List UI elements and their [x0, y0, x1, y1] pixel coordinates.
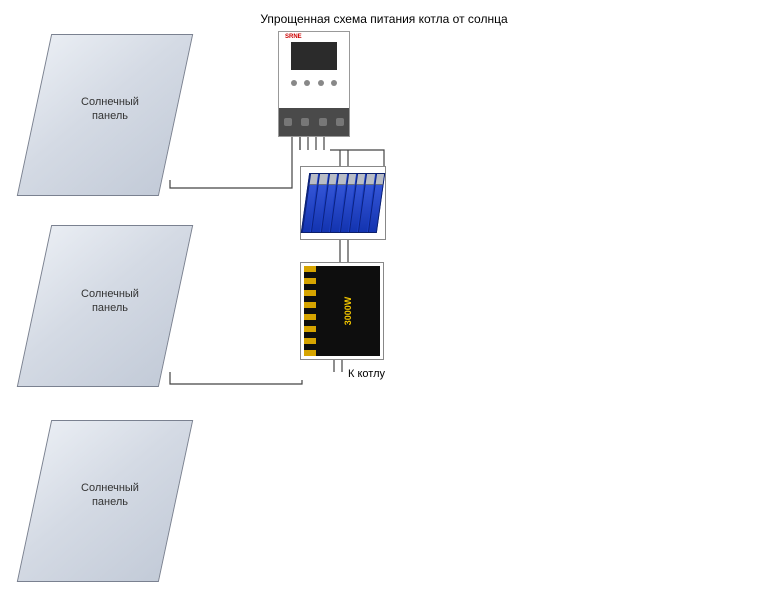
solar-panel-label: Солнечныйпанель — [40, 96, 180, 124]
wire — [170, 135, 292, 188]
inverter-vent-strip — [304, 266, 316, 356]
charge-controller: SRNE — [278, 31, 350, 137]
diagram-title: Упрощенная схема питания котла от солнца — [0, 12, 768, 26]
controller-indicators — [287, 80, 341, 86]
wire — [300, 135, 324, 150]
battery-pack — [300, 166, 386, 240]
controller-keypad — [279, 108, 349, 136]
inverter-watt-label: 3000W — [343, 297, 353, 326]
controller-lcd — [291, 42, 337, 70]
controller-brand-label: SRNE — [285, 34, 302, 40]
diagram-canvas: Упрощенная схема питания котла от солнца… — [0, 0, 768, 614]
solar-panel-label: Солнечныйпанель — [40, 288, 180, 316]
inverter: 3000W — [300, 262, 384, 360]
solar-panel-label: Солнечныйпанель — [40, 482, 180, 510]
wire — [170, 372, 302, 384]
output-label: К котлу — [348, 368, 385, 380]
